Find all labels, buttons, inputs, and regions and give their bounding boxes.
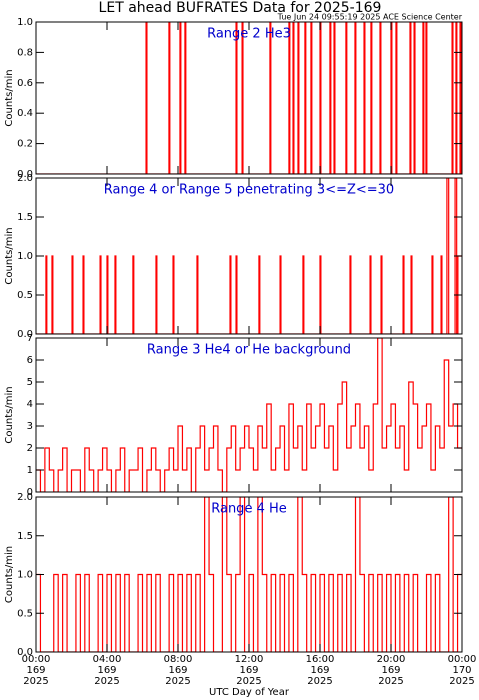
x-tick-label: 169 [26,665,45,676]
chart-title: LET ahead BUFRATES Data for 2025-169 [99,0,382,16]
y-tick-label: 0.5 [17,290,33,301]
y-tick-label: 7 [27,333,33,344]
y-axis-label: Counts/min [4,69,15,126]
y-tick-label: 1.0 [17,251,33,262]
plot-frame [35,21,463,175]
y-tick-label: 2 [27,443,33,454]
plot-area [36,338,462,492]
x-tick-label: 2025 [23,676,48,687]
x-tick-label: 2025 [378,676,403,687]
y-tick-label: 0.0 [17,329,33,340]
panel-title: Range 3 He4 or He background [147,343,351,358]
plot-frame [35,337,463,493]
y-tick-label: 6 [27,355,33,366]
y-axis-label: Counts/min [4,386,15,443]
y-tick-label: 0.8 [17,47,33,58]
y-tick-label: 3 [27,421,33,432]
y-tick-label: 1 [27,465,33,476]
y-tick-label: 4 [27,399,33,410]
y-tick-label: 0.0 [17,169,33,180]
y-tick-label: 1.5 [17,531,33,542]
y-tick-label: 0.2 [17,139,33,150]
x-tick-label: 170 [452,665,471,676]
y-tick-label: 2.0 [17,173,33,184]
y-tick-label: 5 [27,377,33,388]
data-line [36,497,462,652]
panel-title: Range 4 or Range 5 penetrating 3<=Z<=30 [104,183,394,198]
panel-title: Range 2 He3 [207,27,291,42]
x-tick-label: 169 [239,665,258,676]
x-tick-label: 00:00 [22,654,51,665]
x-tick-label: 2025 [307,676,332,687]
data-line [36,338,462,492]
plot-area [36,497,462,652]
x-axis-label: UTC Day of Year [209,687,290,698]
y-tick-label: 2.0 [17,492,33,503]
x-tick-label: 20:00 [377,654,406,665]
data-line [36,178,462,334]
x-tick-label: 2025 [165,676,190,687]
chart-subtitle: Tue Jun 24 09:55:19 2025 ACE Science Cen… [277,13,463,22]
x-tick-label: 16:00 [306,654,335,665]
x-tick-label: 169 [381,665,400,676]
y-tick-label: 0.5 [17,608,33,619]
y-tick-label: 1.5 [17,212,33,223]
y-axis-label: Counts/min [4,227,15,284]
x-tick-label: 2025 [449,676,474,687]
plot-area [36,22,462,174]
x-tick-label: 2025 [236,676,261,687]
x-tick-label: 00:00 [448,654,477,665]
y-tick-label: 0.0 [17,647,33,658]
x-tick-label: 08:00 [164,654,193,665]
data-line [36,22,462,174]
y-tick-label: 0.4 [17,108,33,119]
y-tick-label: 1.0 [17,17,33,28]
y-tick-label: 1.0 [17,570,33,581]
x-tick-label: 2025 [94,676,119,687]
y-axis-label: Counts/min [4,546,15,603]
x-tick-label: 169 [310,665,329,676]
x-tick-label: 169 [168,665,187,676]
plot-area [36,178,462,334]
x-tick-label: 12:00 [235,654,264,665]
x-tick-label: 169 [97,665,116,676]
y-tick-label: 0.6 [17,78,33,89]
panel-title: Range 4 He [211,502,287,517]
y-tick-label: 0 [27,487,33,498]
x-tick-label: 04:00 [93,654,122,665]
